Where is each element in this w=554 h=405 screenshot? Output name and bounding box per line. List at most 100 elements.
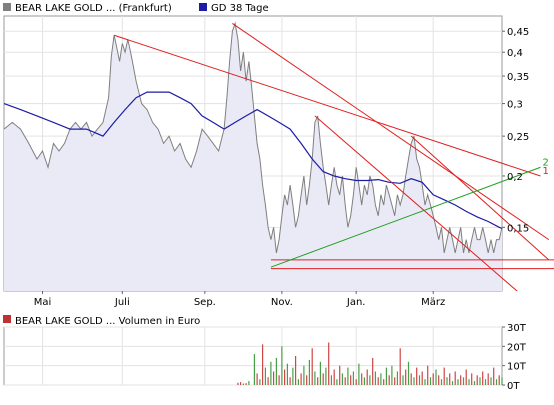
- volume-bar: [259, 379, 261, 385]
- volume-bar: [451, 381, 454, 385]
- volume-bar: [443, 367, 445, 385]
- price-plot: 0,15 0,2 0,25 0,3 0,35 0,4 0,45 Mai Juli Sep. Nov…: [3, 15, 554, 308]
- volume-bar: [344, 377, 346, 385]
- volume-bar: [363, 377, 365, 385]
- trend-line: [410, 135, 550, 261]
- volume-bar: [240, 382, 242, 385]
- volume-bar: [405, 369, 407, 385]
- legend-swatch-volume: [3, 315, 11, 323]
- volume-bar: [416, 367, 418, 385]
- volume-bar: [490, 377, 492, 385]
- volume-bar: [424, 379, 426, 385]
- volume-bar: [333, 369, 335, 385]
- trend-line-marker: 2: [543, 157, 549, 168]
- price-y-axis: 0,15 0,2 0,25 0,3 0,35 0,4 0,45: [502, 27, 529, 234]
- price-y-tick-label: 0,25: [507, 132, 529, 143]
- volume-bar: [366, 369, 368, 385]
- volume-legend: BEAR LAKE GOLD ... Volumen in Euro: [3, 315, 200, 327]
- volume-bar: [462, 377, 465, 385]
- volume-bar: [248, 381, 250, 385]
- volume-bar: [388, 375, 390, 385]
- volume-bar: [242, 383, 244, 385]
- x-tick-label: Mai: [34, 297, 52, 308]
- volume-bar: [385, 367, 387, 385]
- legend-label-average: GD 38 Tage: [211, 3, 269, 14]
- volume-bar: [471, 373, 473, 385]
- volume-bar: [383, 379, 385, 385]
- volume-bar: [289, 377, 291, 385]
- volume-bar: [372, 357, 374, 385]
- volume-bar: [369, 375, 371, 385]
- volume-y-tick-label: 20T: [507, 342, 527, 353]
- volume-bar: [292, 367, 294, 385]
- volume-bar: [457, 379, 459, 385]
- volume-bar: [352, 371, 354, 385]
- volume-bar: [319, 361, 321, 385]
- volume-bar: [300, 373, 302, 385]
- volume-bar: [399, 348, 401, 385]
- volume-bar: [270, 361, 272, 385]
- volume-bar: [493, 367, 495, 385]
- volume-bar: [501, 377, 503, 385]
- price-y-tick-label: 0,3: [507, 100, 523, 111]
- trend-line: [113, 34, 541, 177]
- price-area: [4, 23, 502, 292]
- volume-bar: [429, 377, 432, 385]
- volume-bar: [317, 377, 319, 385]
- volume-bar: [449, 373, 451, 385]
- volume-bar: [410, 373, 412, 385]
- volume-bar: [256, 373, 258, 385]
- x-tick-label: Sep.: [194, 297, 216, 308]
- volume-bar: [278, 375, 280, 385]
- volume-bar: [440, 379, 443, 385]
- x-axis: Mai Juli Sep. Nov. Jan. März: [34, 291, 445, 308]
- volume-bar: [482, 371, 484, 385]
- legend-swatch-average: [199, 3, 207, 11]
- volume-bar: [432, 373, 434, 385]
- volume-bar: [336, 379, 338, 385]
- trend-line-marker: 1: [543, 166, 549, 177]
- volume-bar: [275, 357, 277, 385]
- legend-swatch-price: [3, 3, 11, 11]
- volume-bar: [306, 375, 308, 385]
- volume-bar: [286, 363, 288, 385]
- volume-bar: [396, 371, 398, 385]
- trend-lines: [113, 23, 554, 291]
- price-legend: BEAR LAKE GOLD ... (Frankfurt) GD 38 Tag…: [3, 3, 269, 14]
- volume-bar: [350, 375, 352, 385]
- price-y-tick-label: 0,2: [507, 172, 523, 183]
- volume-bar: [295, 356, 297, 385]
- volume-bar: [311, 348, 313, 385]
- volume-bar: [308, 359, 310, 385]
- volume-bar: [358, 363, 360, 385]
- price-y-tick-label: 0,45: [507, 27, 529, 38]
- x-tick-label: März: [421, 297, 445, 308]
- volume-bar: [446, 377, 448, 385]
- volume-bar: [281, 346, 283, 385]
- volume-bar: [421, 371, 423, 385]
- volume-bar: [237, 382, 239, 385]
- volume-bar: [267, 377, 269, 385]
- price-area-fill: [4, 23, 502, 292]
- volume-bar: [413, 377, 415, 385]
- trend-line: [270, 166, 541, 268]
- volume-bar: [325, 367, 327, 385]
- average-series-line: [3, 91, 503, 230]
- volume-y-tick-label: 0T: [507, 381, 520, 392]
- volume-bar: [322, 373, 324, 385]
- volume-y-tick-label: 30T: [507, 323, 527, 334]
- x-tick-label: Jan.: [346, 297, 366, 308]
- volume-bar: [377, 377, 379, 385]
- volume-bar: [245, 383, 247, 385]
- price-y-tick-label: 0,4: [507, 48, 523, 59]
- volume-bar: [394, 377, 396, 385]
- volume-bar: [476, 375, 478, 385]
- volume-bar: [264, 367, 266, 385]
- volume-bar: [498, 375, 500, 385]
- volume-bar: [314, 371, 316, 385]
- volume-bar: [438, 375, 440, 385]
- volume-bar: [374, 371, 376, 385]
- volume-bar: [402, 375, 404, 385]
- volume-bar: [391, 365, 393, 385]
